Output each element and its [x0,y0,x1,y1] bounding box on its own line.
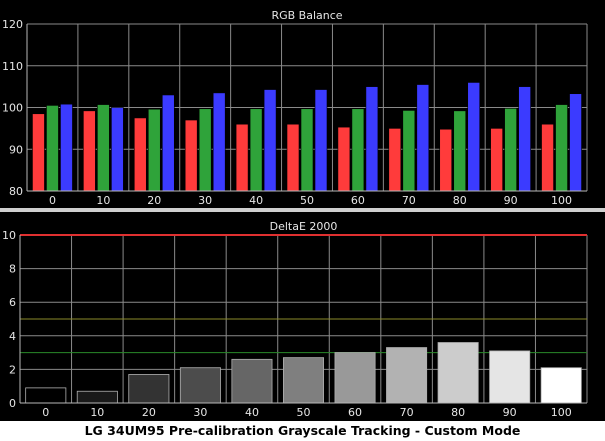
bar-blue [365,86,379,192]
chart-title: RGB Balance [271,9,342,22]
bar-blue [60,103,73,192]
y-tick-label: 100 [2,102,23,115]
y-tick-label: 6 [9,296,16,309]
x-tick-label: 80 [453,194,467,207]
panel-separator [0,208,605,212]
x-tick-label: 40 [249,194,263,207]
bar-blue [161,94,175,192]
bar-deltae [489,350,531,404]
bar-red [337,126,351,192]
bar-green [97,104,110,192]
bar-deltae [76,390,118,404]
y-tick-label: 120 [2,18,23,31]
bar-red [541,123,554,192]
bar-green [147,108,161,192]
x-tick-label: 60 [351,194,365,207]
bar-deltae [386,347,428,404]
x-tick-label: 40 [245,406,259,419]
y-tick-label: 4 [9,330,16,343]
bar-blue [416,84,430,192]
x-tick-label: 0 [42,406,49,419]
x-tick-label: 70 [402,194,416,207]
x-tick-label: 20 [142,406,156,419]
bar-red [83,110,96,192]
x-tick-label: 30 [193,406,207,419]
bar-blue [518,86,531,192]
x-tick-label: 0 [49,194,56,207]
bar-blue [263,89,277,192]
bar-green [504,108,517,192]
y-tick-label: 80 [9,185,23,198]
y-tick-label: 90 [9,143,23,156]
chart-title: DeltaE 2000 [270,220,338,233]
figure-caption: LG 34UM95 Pre-calibration Grayscale Trac… [0,421,605,441]
bar-deltae [231,358,273,404]
x-tick-label: 50 [300,194,314,207]
bar-deltae [334,352,376,404]
bar-green [453,110,467,192]
x-tick-label: 100 [551,406,572,419]
bar-blue [212,92,226,192]
bar-deltae [282,357,325,404]
bar-deltae [128,374,170,404]
bar-green [300,108,314,192]
bar-green [198,108,212,192]
bar-green [46,105,59,192]
bar-red [184,119,198,192]
bar-red [133,117,147,192]
x-tick-label: 70 [400,406,414,419]
x-tick-label: 10 [96,194,110,207]
bar-green [555,104,568,192]
bar-red [439,128,453,192]
bar-red [32,113,45,192]
bar-blue [467,82,481,192]
bar-red [490,128,503,192]
x-tick-label: 100 [551,194,572,207]
bar-green [249,108,263,192]
bar-deltae [179,367,221,404]
x-tick-label: 90 [504,194,518,207]
bar-green [351,108,365,192]
x-tick-label: 30 [198,194,212,207]
x-tick-label: 10 [90,406,104,419]
bar-green [402,110,416,192]
x-tick-label: 50 [297,406,311,419]
x-tick-label: 90 [503,406,517,419]
x-tick-label: 60 [348,406,362,419]
y-tick-label: 110 [2,60,23,73]
y-tick-label: 8 [9,263,16,276]
bar-deltae [540,367,582,404]
y-tick-label: 2 [9,363,16,376]
bar-deltae [437,342,479,404]
bar-red [388,128,402,192]
x-tick-label: 80 [451,406,465,419]
x-tick-label: 20 [147,194,161,207]
rgb-balance-chart: RGB Balance 80 90 100 110 120 0 10 20 30 40 50 60 70 8… [2,9,588,207]
bar-blue [111,107,124,192]
bar-red [286,123,300,192]
bar-blue [569,93,582,192]
bar-blue [314,89,328,192]
y-tick-label: 10 [2,229,16,242]
bar-deltae [25,387,67,404]
bar-red [235,123,249,192]
y-tick-label: 0 [9,397,16,410]
